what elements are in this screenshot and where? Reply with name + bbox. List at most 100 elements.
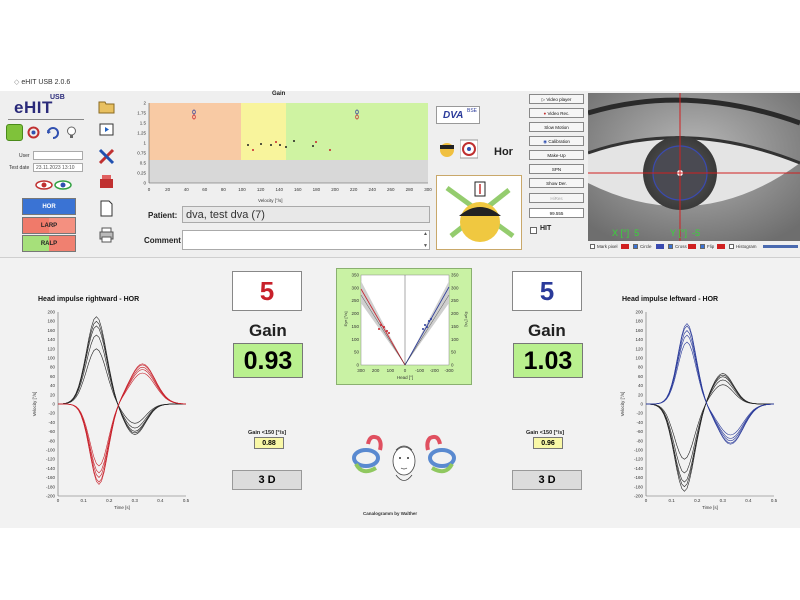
y-tick: 0: [52, 402, 55, 407]
left-mode-box[interactable]: 3 D: [512, 470, 582, 490]
flip-checkbox[interactable]: [700, 244, 705, 249]
gain-x-tick: 160: [294, 187, 302, 192]
gain-point: [260, 143, 262, 145]
camera-icon[interactable]: [6, 124, 23, 141]
gain-point: [252, 149, 254, 151]
reg-point-right: [383, 326, 385, 328]
video-icon[interactable]: [98, 121, 115, 138]
logo-divider: [8, 119, 84, 120]
video-player-button[interactable]: ▷ Video player: [529, 94, 584, 104]
calibration-button[interactable]: ◉ Calibration: [529, 136, 584, 146]
document-icon[interactable]: [98, 200, 115, 217]
hires-button[interactable]: HiRes: [529, 193, 584, 203]
y-tick: 20: [50, 392, 56, 397]
gain-x-tick: 220: [350, 187, 358, 192]
y-tick: 100: [47, 356, 55, 361]
comment-scroll-up-icon[interactable]: ▲: [423, 231, 428, 237]
y-tick: -60: [636, 429, 643, 434]
gain-x-tick: 200: [331, 187, 339, 192]
head-trace: [645, 374, 774, 488]
gain-x-tick: 40: [184, 187, 190, 192]
y-tick: -40: [636, 420, 643, 425]
cross-checkbox[interactable]: [668, 244, 673, 249]
cross-color: [688, 244, 696, 249]
eye-trace: [58, 364, 187, 483]
gain-x-tick: 120: [257, 187, 265, 192]
threshold-field[interactable]: 99.555: [529, 208, 584, 218]
y-tick: -80: [636, 438, 643, 443]
eye-trace: [58, 363, 187, 485]
bulb-icon[interactable]: [63, 124, 80, 141]
right-plot-title: Head impulse rightward - HOR: [38, 296, 140, 303]
reg-y-label-left: Eye [°/s]: [343, 312, 348, 327]
left-impulse-plot: 200 180 160 140 120 100 80 60 40 20 0 -20 -40 -60 -80-…: [616, 306, 781, 518]
reg-y-label-right: Eye [°/s]: [464, 312, 469, 327]
reg-left-tick: 100: [351, 337, 359, 342]
spn-button[interactable]: SPN: [529, 164, 584, 174]
canal-select-icon[interactable]: [25, 124, 42, 141]
head-trace: [57, 348, 186, 424]
eyes-icon[interactable]: [34, 178, 74, 190]
gain-y-tick: 1.25: [137, 131, 146, 136]
head-icon[interactable]: [438, 139, 456, 159]
y-tick: -140: [46, 466, 56, 471]
canal-button-larp[interactable]: LARP: [22, 217, 76, 234]
show-der-button[interactable]: Show Der.: [529, 178, 584, 188]
test-date-field[interactable]: 23.11.2023 13:10: [33, 163, 83, 172]
hit-checkbox[interactable]: [530, 227, 537, 234]
eye-video[interactable]: X [°] 5 Y [°] -5: [588, 93, 800, 241]
gain-x-tick: 100: [238, 187, 246, 192]
y-tick: -160: [634, 475, 644, 480]
right-mode-box[interactable]: 3 D: [232, 470, 302, 490]
x-tick: 0.5: [771, 498, 778, 503]
gain-x-tick: 260: [387, 187, 395, 192]
target-icon[interactable]: [459, 139, 479, 159]
open-folder-icon[interactable]: [98, 98, 115, 115]
y-tick: 180: [635, 319, 643, 324]
slow-motion-button[interactable]: Slow Motion: [529, 122, 584, 132]
gain-point: [279, 144, 281, 146]
comment-field[interactable]: [182, 230, 430, 250]
video-rec-button[interactable]: ● Video Rec.: [529, 108, 584, 118]
canal-button-ralp[interactable]: RALP: [22, 235, 76, 252]
reg-right-tick: 350: [451, 273, 459, 278]
left-impulse-svg: 200180160140120100806040200-20-40-60-80-…: [620, 310, 778, 511]
legend-circle: Circle: [640, 244, 652, 249]
database-icon[interactable]: [98, 173, 115, 190]
y-tick: 80: [638, 365, 644, 370]
head-orientation-view: [436, 175, 522, 250]
y-tick: -160: [46, 475, 56, 480]
mark-pixel-checkbox[interactable]: [590, 244, 595, 249]
x-tick: 0.1: [668, 498, 675, 503]
histogram-bar: [763, 245, 798, 248]
eye-trace: [646, 330, 775, 442]
histogram-checkbox[interactable]: [729, 244, 734, 249]
reg-point-left: [426, 326, 428, 328]
reg-left-tick: 200: [351, 311, 359, 316]
tools-icon[interactable]: [98, 148, 115, 165]
left-gain150-value: 0.96: [533, 437, 563, 449]
y-tick: -100: [634, 448, 644, 453]
y-tick: -180: [634, 484, 644, 489]
make-up-button[interactable]: Make-Up: [529, 150, 584, 160]
circle-checkbox[interactable]: [633, 244, 638, 249]
print-icon[interactable]: [98, 226, 115, 243]
gain-y-tick: 0.75: [137, 151, 146, 156]
gain-point: [285, 146, 287, 148]
gain-point: [247, 144, 249, 146]
reg-x-tick: 100: [387, 368, 395, 373]
left-count: 5: [539, 276, 555, 306]
y-tick: -180: [46, 484, 56, 489]
user-field[interactable]: [33, 151, 83, 160]
reg-left-tick: 0: [356, 363, 359, 368]
reg-point-right: [378, 328, 380, 330]
dva-logo[interactable]: DVA BSE: [436, 106, 480, 124]
y-tick: 180: [47, 319, 55, 324]
reg-left-tick: 250: [351, 298, 359, 303]
patient-field[interactable]: dva, test dva (7): [182, 206, 430, 223]
gain-x-tick: 60: [202, 187, 208, 192]
comment-scroll-down-icon[interactable]: ▼: [423, 243, 428, 249]
canal-button-hor[interactable]: HOR: [22, 198, 76, 215]
regression-plot: 350 300 250 200 150 100 50 0 350 300 250 200 150 100 5…: [336, 268, 472, 385]
rotation-icon[interactable]: [44, 124, 61, 141]
